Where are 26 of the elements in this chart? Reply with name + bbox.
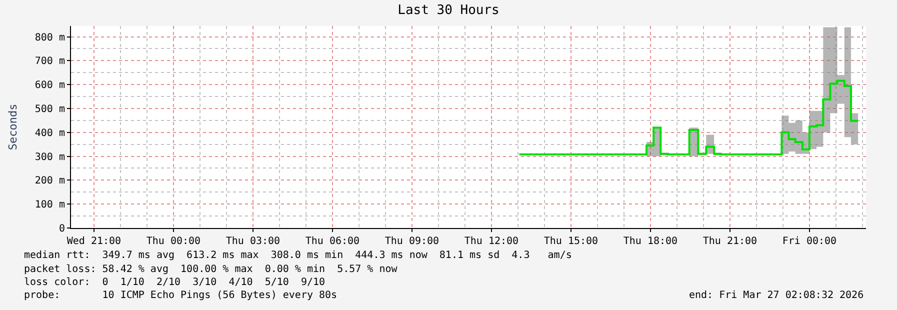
y-tick-label: 300 m	[34, 152, 65, 163]
y-tick-label: 200 m	[34, 176, 65, 187]
x-tick-label: Thu 00:00	[146, 236, 201, 247]
y-axis-title: Seconds	[6, 104, 20, 150]
x-tick-label: Wed 21:00	[66, 236, 122, 247]
text: packet loss: 58.42 % avg 100.00 % max 0.00 % min 5.57 % now	[24, 264, 398, 275]
x-tick-label: Fri 00:00	[782, 236, 837, 247]
text: loss color: 0 1/10 2/10 3/10 4/10 5/10 9/10	[24, 277, 326, 288]
y-tick-label: 500 m	[34, 104, 65, 115]
text: end: Fri Mar 27 02:08:32 2026	[689, 290, 864, 301]
x-tick-label: Thu 15:00	[544, 236, 598, 247]
x-tick-label: Thu 06:00	[305, 236, 360, 247]
y-tick-label: 100 m	[34, 200, 65, 211]
text: probe: 10 ICMP Echo Pings (56 Bytes) every 80s	[24, 290, 338, 301]
y-tick-label: 800 m	[34, 32, 65, 44]
x-tick-label: Thu 09:00	[384, 236, 440, 247]
x-tick-label: Thu 18:00	[623, 236, 678, 247]
y-tick-label: 0	[58, 224, 65, 234]
y-tick-label: 600 m	[34, 80, 65, 92]
x-tick-label: Thu 12:00	[464, 236, 519, 247]
x-tick-label: Thu 03:00	[226, 236, 280, 247]
x-tick-label: Thu 21:00	[702, 236, 758, 247]
chart-title: Last 30 Hours	[398, 2, 500, 18]
text: median rtt: 349.7 ms avg 613.2 ms max 308.0 ms min 444.3 ms now 81.1 ms sd 4.3 am/s	[24, 250, 572, 261]
y-tick-label: 700 m	[34, 56, 65, 68]
y-tick-label: 400 m	[34, 128, 65, 139]
